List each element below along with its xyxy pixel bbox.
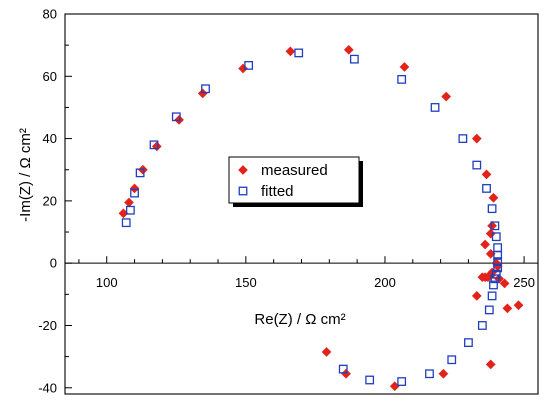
data-point-measured bbox=[477, 272, 488, 283]
data-point-measured bbox=[197, 88, 208, 99]
data-point-fitted bbox=[349, 54, 359, 64]
data-point-fitted bbox=[493, 243, 503, 253]
data-point-fitted bbox=[482, 184, 491, 193]
data-point-fitted bbox=[338, 364, 348, 374]
y-tick-label: 40 bbox=[43, 131, 57, 146]
legend-marker-measured bbox=[238, 165, 248, 175]
data-point-fitted bbox=[490, 221, 500, 231]
data-point-measured bbox=[124, 197, 134, 208]
y-tick-label: 20 bbox=[43, 193, 57, 208]
data-point-fitted bbox=[149, 140, 159, 150]
x-tick-label: 250 bbox=[513, 275, 535, 290]
legend: measured fitted bbox=[228, 156, 363, 207]
data-point-fitted bbox=[487, 204, 497, 214]
y-tick-label: -20 bbox=[38, 318, 57, 333]
data-point-measured bbox=[481, 169, 492, 180]
data-point-fitted bbox=[491, 269, 501, 279]
data-point-fitted bbox=[490, 274, 500, 284]
data-point-measured bbox=[499, 278, 510, 289]
data-point-fitted bbox=[135, 168, 145, 178]
data-point-measured bbox=[480, 239, 491, 250]
legend-box bbox=[228, 156, 360, 204]
x-tick-label: 200 bbox=[374, 275, 396, 290]
data-point-measured bbox=[285, 46, 296, 57]
data-point-fitted bbox=[493, 257, 503, 267]
data-point-measured bbox=[513, 300, 524, 311]
y-tick-label: -40 bbox=[38, 380, 57, 395]
x-tick-label: 100 bbox=[96, 275, 118, 290]
data-point-fitted bbox=[397, 75, 407, 84]
data-point-fitted bbox=[491, 232, 501, 242]
y-axis-ticks: -40 -20 0 20 40 60 80 bbox=[38, 7, 72, 395]
data-point-fitted bbox=[493, 250, 503, 260]
data-point-fitted bbox=[244, 60, 254, 70]
series-measured bbox=[118, 44, 524, 392]
legend-label-fitted: fitted bbox=[261, 183, 294, 200]
data-point-measured bbox=[485, 359, 496, 370]
data-point-fitted bbox=[365, 375, 375, 385]
data-point-fitted bbox=[472, 160, 482, 170]
data-point-fitted bbox=[425, 369, 434, 379]
y-tick-label: 60 bbox=[43, 69, 57, 84]
data-point-measured bbox=[488, 192, 499, 203]
data-point-fitted bbox=[484, 305, 494, 315]
x-tick-label: 150 bbox=[235, 275, 257, 290]
data-point-measured bbox=[129, 183, 140, 194]
data-point-fitted bbox=[430, 103, 440, 112]
data-point-measured bbox=[441, 91, 452, 102]
legend-label-measured: measured bbox=[261, 162, 328, 179]
x-axis-title: Re(Z) / Ω cm² bbox=[254, 311, 345, 328]
x-axis-ticks: 100 150 200 250 bbox=[78, 256, 535, 290]
data-point-measured bbox=[321, 346, 332, 357]
series-fitted bbox=[121, 48, 503, 386]
data-point-measured bbox=[151, 141, 162, 152]
plot-frame bbox=[64, 13, 539, 395]
y-tick-label: 80 bbox=[43, 7, 57, 22]
data-point-fitted bbox=[493, 263, 503, 273]
data-point-measured bbox=[471, 133, 482, 144]
data-point-measured bbox=[502, 303, 513, 314]
series-layer bbox=[118, 44, 524, 392]
data-point-fitted bbox=[464, 338, 473, 348]
data-point-fitted bbox=[447, 355, 457, 365]
data-point-measured bbox=[343, 44, 354, 55]
data-point-fitted bbox=[171, 112, 181, 122]
data-point-fitted bbox=[121, 218, 131, 228]
data-point-fitted bbox=[201, 84, 210, 94]
data-point-fitted bbox=[487, 291, 497, 301]
data-point-fitted bbox=[489, 280, 498, 290]
data-point-measured bbox=[399, 61, 410, 72]
plot-area-border bbox=[64, 13, 539, 395]
data-point-fitted bbox=[125, 205, 135, 215]
data-point-fitted bbox=[477, 321, 487, 330]
legend-marker-fitted bbox=[238, 186, 248, 196]
data-point-measured bbox=[341, 368, 351, 379]
data-point-fitted bbox=[458, 134, 468, 143]
data-point-fitted bbox=[397, 377, 407, 386]
y-axis-title: -Im(Z) / Ω cm² bbox=[17, 128, 34, 222]
data-point-measured bbox=[471, 290, 482, 301]
data-point-measured bbox=[438, 368, 449, 379]
y-tick-label: 0 bbox=[50, 256, 57, 271]
data-point-fitted bbox=[130, 188, 139, 198]
data-point-fitted bbox=[294, 48, 304, 58]
